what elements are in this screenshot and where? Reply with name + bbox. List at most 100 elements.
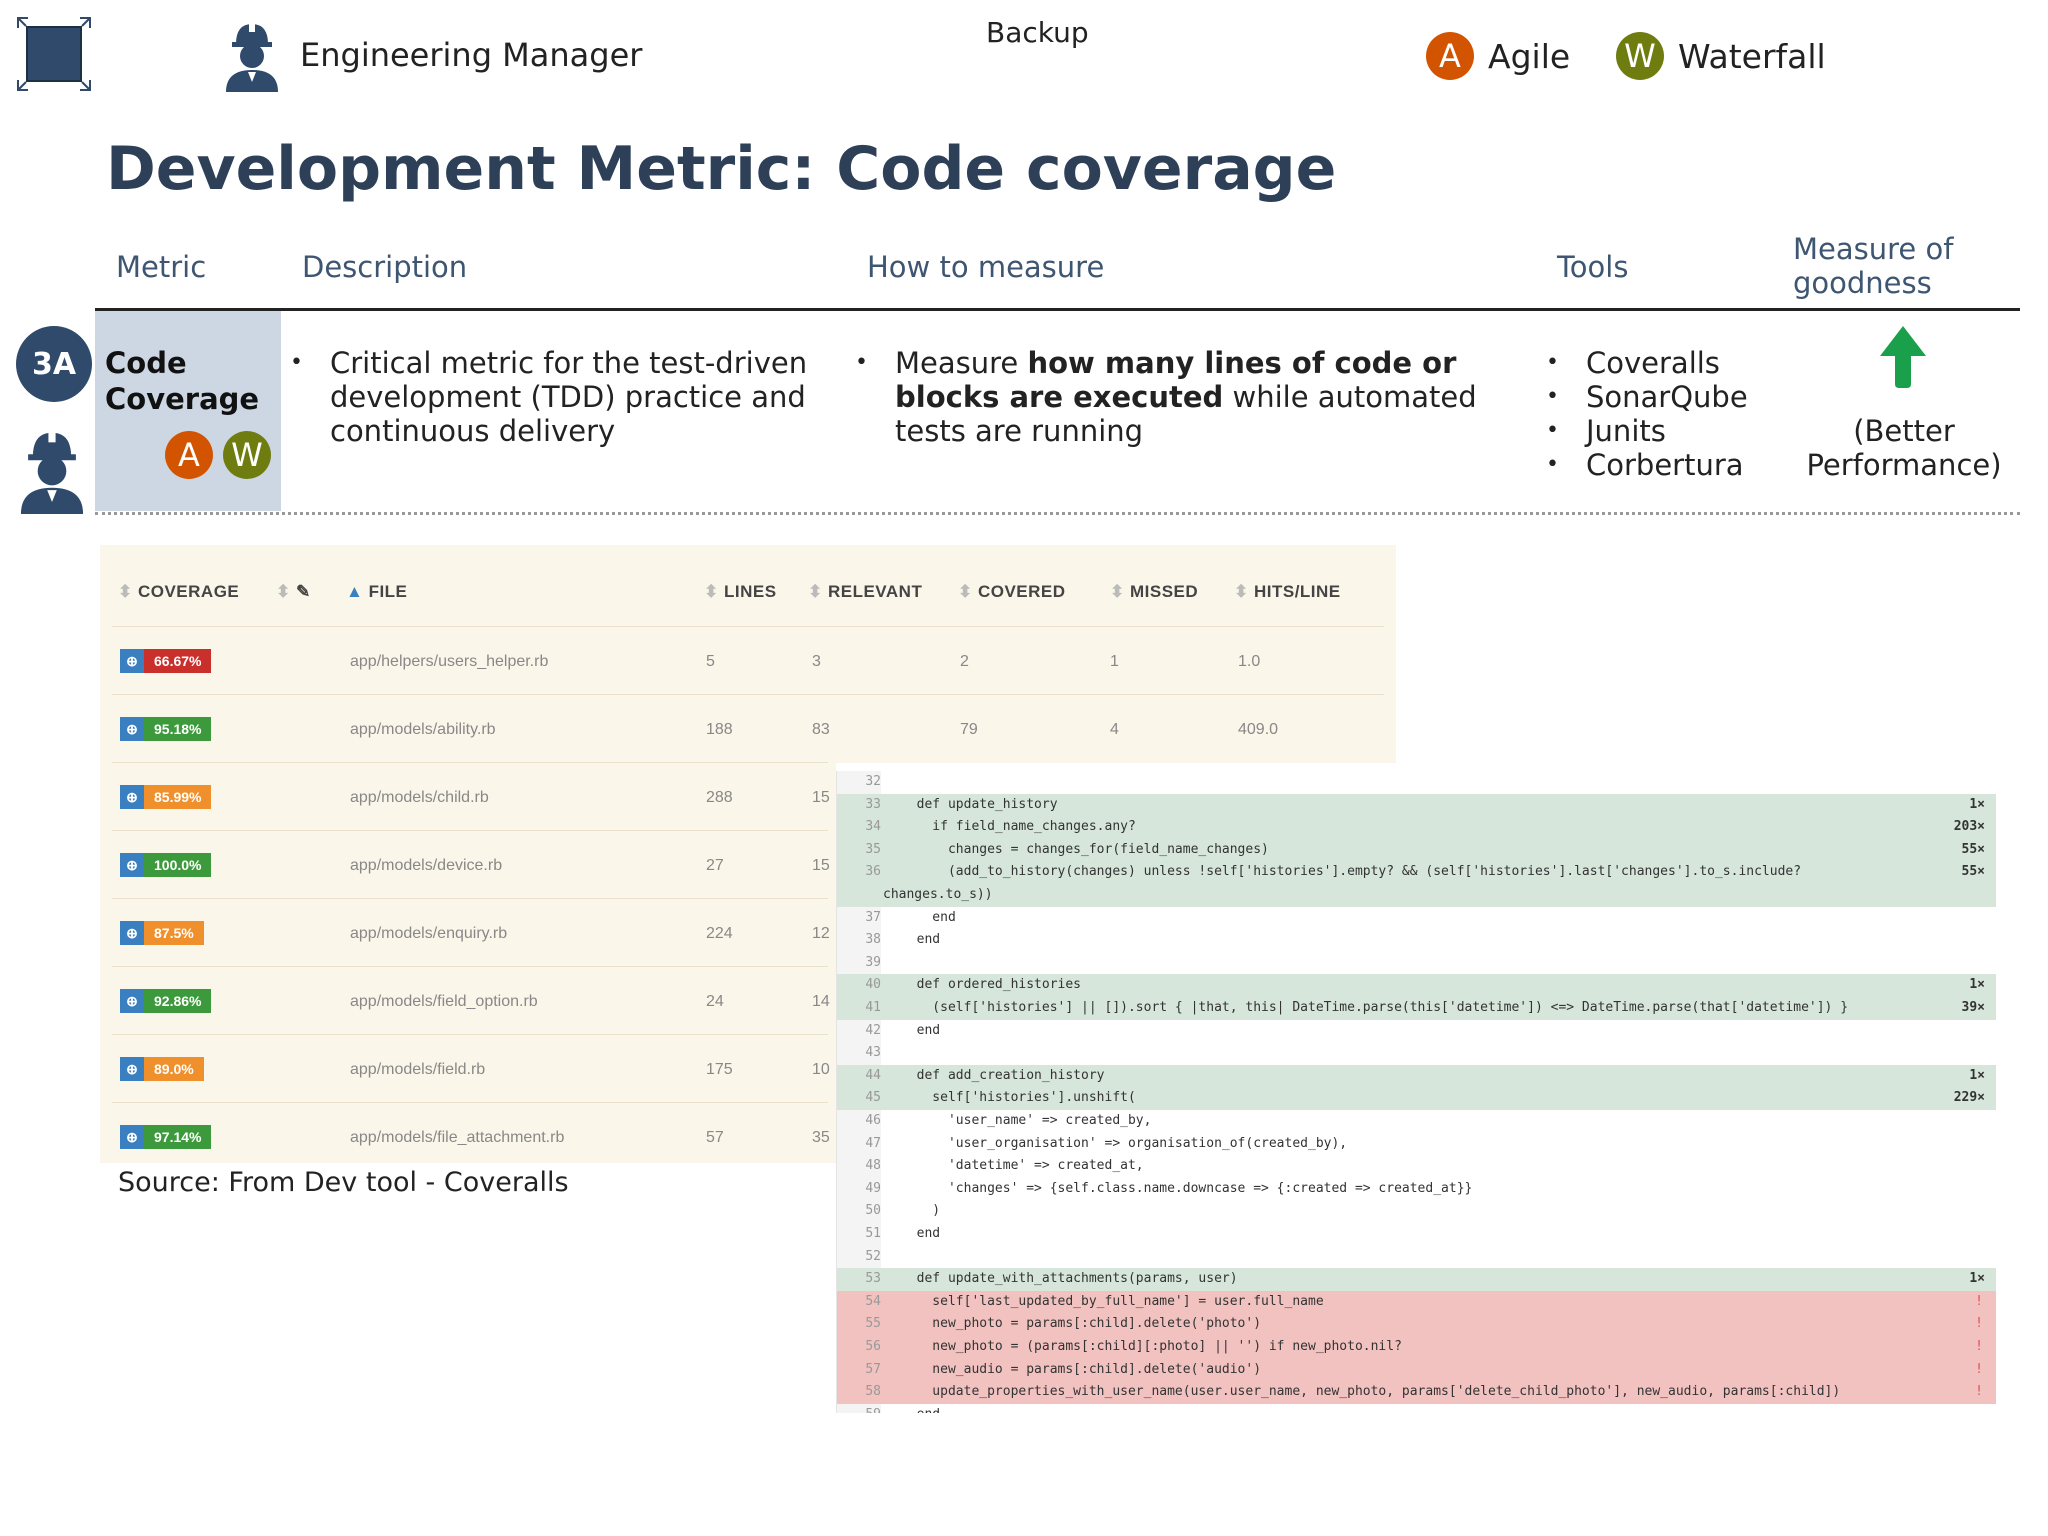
code-text: 'changes' => {self.class.name.downcase =…	[901, 1180, 1473, 1196]
cell-file[interactable]: app/models/device.rb	[350, 857, 503, 874]
goodness-note: (Better Performance)	[1806, 414, 2002, 482]
legend-waterfall-label: Waterfall	[1678, 36, 1826, 76]
coverage-row[interactable]: ⊕ 66.67% app/helpers/users_helper.rb 5 3 2 1 1.…	[112, 626, 1384, 690]
waterfall-badge: W	[223, 431, 271, 479]
cell-file[interactable]: app/models/field.rb	[350, 1061, 486, 1078]
coverage-panel-lower	[100, 763, 836, 1163]
cell-missed: 4	[1110, 721, 1119, 738]
col-file-header[interactable]: ▲ FILE	[346, 582, 408, 601]
code-line: 52	[837, 1246, 1996, 1269]
code-line: 51 end	[837, 1223, 1996, 1246]
agile-badge: A	[1426, 32, 1474, 80]
coverage-badge[interactable]: ⊕ 87.5%	[120, 921, 204, 945]
coverage-row[interactable]: ⊕ 85.99% app/models/child.rb 288 15	[112, 762, 830, 826]
col-relevant-header[interactable]: ⬍ RELEVANT	[808, 582, 923, 601]
code-text: self['histories'].unshift(	[901, 1090, 1136, 1106]
code-line: 54 self['last_updated_by_full_name'] = u…	[837, 1290, 1996, 1314]
expand-plus-icon[interactable]: ⊕	[120, 1057, 144, 1081]
expand-plus-icon[interactable]: ⊕	[120, 921, 144, 945]
code-line: 47 'user_organisation' => organisation_o…	[837, 1133, 1996, 1156]
hit-count: 1×	[1969, 977, 1985, 993]
coverage-row[interactable]: ⊕ 100.0% app/models/device.rb 27 15	[112, 830, 830, 894]
hit-count: !	[1975, 1293, 1983, 1309]
code-text: (add_to_history(changes) unless !self['h…	[901, 864, 1802, 880]
code-line: 57 new_audio = params[:child].delete('au…	[837, 1358, 1996, 1382]
hit-count: 1×	[1969, 796, 1985, 812]
code-text: end	[901, 1022, 941, 1038]
line-number: 34	[865, 819, 881, 835]
pencil-icon[interactable]: ✎	[296, 582, 311, 601]
expand-plus-icon[interactable]: ⊕	[120, 853, 144, 877]
row-divider	[95, 512, 2020, 515]
coverage-row[interactable]: ⊕ 92.86% app/models/field_option.rb 24 14	[112, 966, 830, 1030]
tool-item: Corbertura	[1546, 448, 1786, 482]
code-text: (self['histories'] || []).sort { |that, …	[901, 1000, 1849, 1015]
header-description: Description	[302, 250, 468, 284]
coverage-row[interactable]: ⊕ 95.18% app/models/ability.rb 188 83 79 4 409.…	[112, 694, 1384, 758]
code-text: changes.to_s))	[883, 887, 993, 902]
source-caption: Source: From Dev tool - Coveralls	[118, 1167, 569, 1198]
code-line: 49 'changes' => {self.class.name.downcas…	[837, 1178, 1996, 1201]
coverage-badge[interactable]: ⊕ 95.18%	[120, 717, 212, 741]
coverage-percent: 97.14%	[144, 1125, 212, 1149]
coverage-percent: 89.0%	[144, 1057, 204, 1081]
coverage-percent: 100.0%	[144, 853, 212, 877]
hit-count: 1×	[1969, 1067, 1985, 1083]
code-line: 38 end	[837, 929, 1996, 952]
engineer-icon	[20, 430, 84, 514]
cell-file[interactable]: app/helpers/users_helper.rb	[350, 653, 549, 670]
col-lines-header[interactable]: ⬍ LINES	[704, 582, 777, 601]
coverage-badge[interactable]: ⊕ 100.0%	[120, 853, 212, 877]
cell-lines: 175	[706, 1061, 733, 1078]
coverage-badge[interactable]: ⊕ 66.67%	[120, 649, 212, 673]
metric-cell: Code Coverage A W	[95, 311, 281, 511]
expand-plus-icon[interactable]: ⊕	[120, 649, 144, 673]
code-text: def update_history	[901, 796, 1058, 812]
cell-relevant: 15	[812, 789, 830, 806]
line-number: 43	[865, 1045, 881, 1061]
code-text: end	[901, 932, 941, 948]
col-hits-header[interactable]: ⬍ HITS/LINE	[1234, 582, 1341, 601]
code-text: def add_creation_history	[901, 1067, 1105, 1083]
cell-file[interactable]: app/models/file_attachment.rb	[350, 1129, 565, 1146]
waterfall-badge: W	[1616, 32, 1664, 80]
coverage-row[interactable]: ⊕ 89.0% app/models/field.rb 175 10	[112, 1034, 830, 1098]
hit-count: !	[1975, 1384, 1983, 1400]
cell-lines: 188	[706, 721, 733, 738]
expand-plus-icon[interactable]: ⊕	[120, 1125, 144, 1149]
tool-item: SonarQube	[1546, 380, 1786, 414]
coverage-badge[interactable]: ⊕ 92.86%	[120, 989, 212, 1013]
coverage-row[interactable]: ⊕ 97.14% app/models/file_attachment.rb 57 35	[112, 1102, 830, 1166]
cell-file[interactable]: app/models/ability.rb	[350, 721, 496, 738]
cell-file[interactable]: app/models/enquiry.rb	[350, 925, 508, 942]
agile-badge: A	[165, 431, 213, 479]
cell-file[interactable]: app/models/child.rb	[350, 789, 489, 806]
coverage-badge[interactable]: ⊕ 85.99%	[120, 785, 212, 809]
hit-count: !	[1975, 1361, 1983, 1377]
coverage-row[interactable]: ⊕ 87.5% app/models/enquiry.rb 224 12	[112, 898, 830, 962]
code-line: 36 (add_to_history(changes) unless !self…	[837, 861, 1996, 884]
expand-plus-icon[interactable]: ⊕	[120, 717, 144, 741]
expand-icon[interactable]	[14, 14, 94, 94]
cell-lines: 5	[706, 653, 715, 670]
line-number: 49	[865, 1180, 881, 1196]
coverage-percent: 87.5%	[144, 921, 204, 945]
metric-name: Code Coverage	[105, 346, 260, 416]
col-coverage-header[interactable]: ⬍ COVERAGE	[118, 582, 240, 601]
expand-plus-icon[interactable]: ⊕	[120, 785, 144, 809]
hit-count: !	[1975, 1339, 1983, 1354]
line-number: 54	[865, 1293, 881, 1309]
role-label: Engineering Manager	[300, 36, 643, 74]
header-goodness: Measure of goodness	[1793, 232, 1954, 300]
sort-icon[interactable]: ⬍	[276, 582, 291, 601]
col-missed-header[interactable]: ⬍ MISSED	[1110, 582, 1199, 601]
coverage-badge[interactable]: ⊕ 89.0%	[120, 1057, 204, 1081]
col-covered-header[interactable]: ⬍ COVERED	[958, 582, 1066, 601]
cell-file[interactable]: app/models/field_option.rb	[350, 993, 538, 1010]
code-line: 44 def add_creation_history 1×	[837, 1064, 1996, 1088]
line-number: 41	[865, 1000, 881, 1015]
cell-covered: 79	[960, 721, 978, 738]
coverage-percent: 92.86%	[144, 989, 212, 1013]
coverage-badge[interactable]: ⊕ 97.14%	[120, 1125, 212, 1149]
expand-plus-icon[interactable]: ⊕	[120, 989, 144, 1013]
